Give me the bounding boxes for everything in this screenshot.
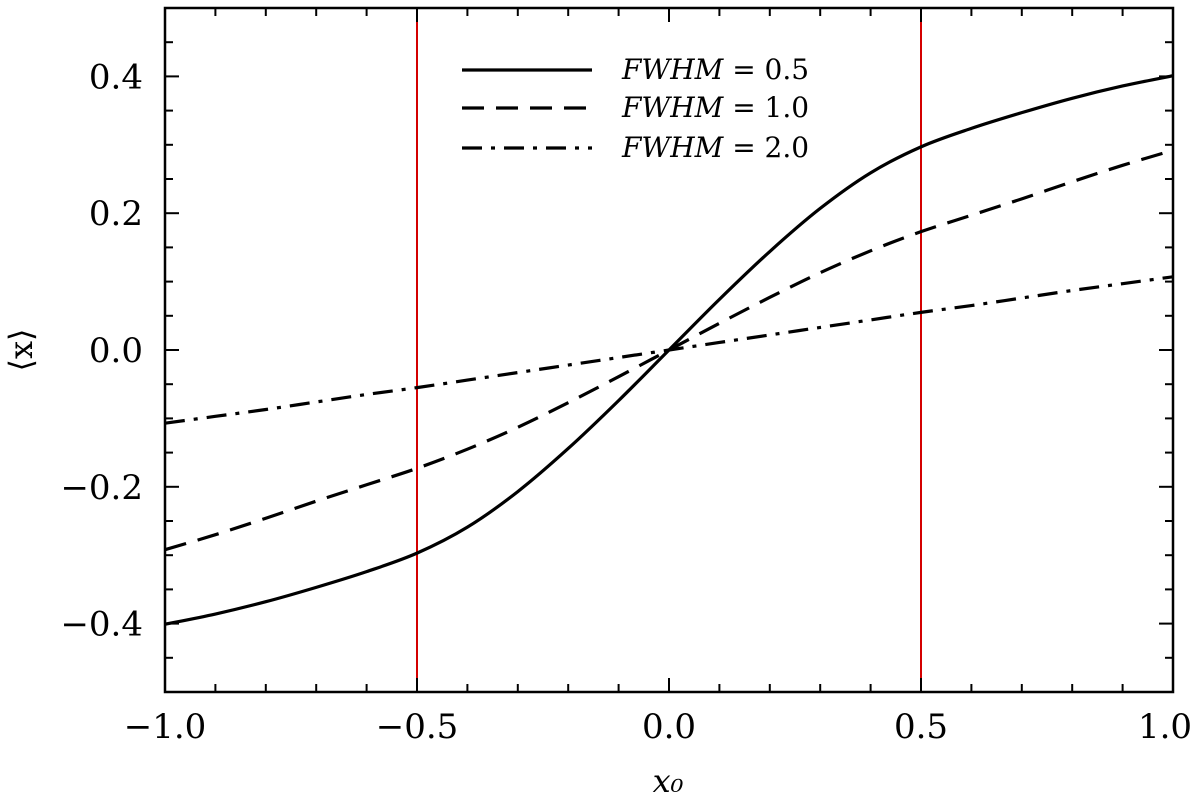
x-tick-label: −0.5 (376, 707, 459, 747)
y-tick-label: 0.2 (89, 194, 143, 234)
legend-label-3: FWHM = 2.0 (621, 131, 809, 164)
x-tick-label: −1.0 (124, 707, 207, 747)
x-axis-title: x₀ (653, 762, 684, 800)
x-tick-label: 1.0 (1138, 707, 1192, 747)
series-line-3 (165, 275, 1173, 425)
legend-label-variable: FWHM (621, 131, 725, 164)
legend-label-2: FWHM = 1.0 (621, 91, 809, 124)
x-tick-label: 0.5 (894, 707, 948, 747)
legend-label-value: = 2.0 (723, 131, 809, 164)
legend-label-1: FWHM = 0.5 (621, 53, 809, 86)
legend-label-variable: FWHM (621, 53, 725, 86)
legend-label-value: = 0.5 (723, 53, 809, 86)
legend-label-value: = 1.0 (723, 91, 809, 124)
y-tick-label: 0.0 (89, 331, 143, 371)
y-axis-title: ⟨x⟩ (2, 328, 40, 371)
y-tick-label: 0.4 (89, 57, 143, 97)
x-tick-label: 0.0 (642, 707, 696, 747)
legend-label-variable: FWHM (621, 91, 725, 124)
y-tick-label: −0.4 (60, 605, 143, 645)
series-line-2 (165, 148, 1173, 552)
y-tick-label: −0.2 (60, 468, 143, 508)
